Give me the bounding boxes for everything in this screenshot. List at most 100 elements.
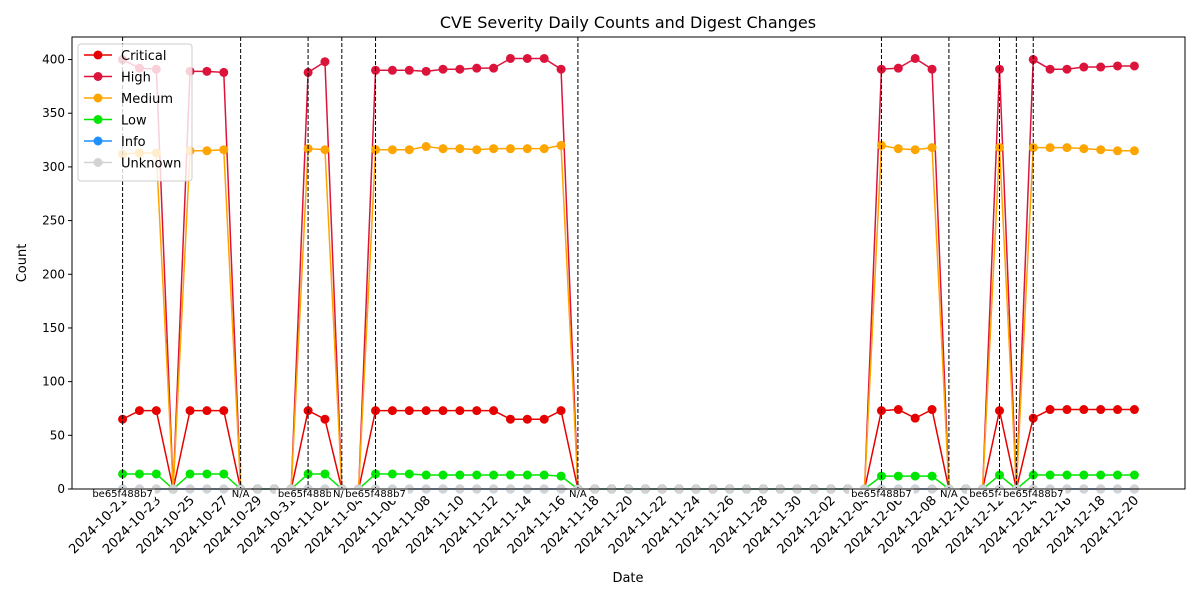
point	[438, 144, 448, 154]
point	[472, 145, 482, 155]
y-tick-label: 0	[57, 482, 65, 496]
legend-marker	[93, 158, 103, 167]
point	[539, 414, 549, 424]
digest-label-text: be65f488b7	[278, 489, 339, 500]
digest-label-text: N/A	[940, 489, 958, 500]
point	[219, 469, 229, 479]
digest-label-text: N/A	[232, 489, 250, 500]
point	[404, 406, 414, 416]
legend-label: Info	[121, 135, 146, 150]
plot-frame	[71, 36, 1186, 490]
point	[320, 145, 330, 155]
digest-label: be65f488b7	[1000, 488, 1066, 501]
point	[118, 414, 128, 424]
digest-label-bg	[275, 488, 341, 501]
point	[1079, 62, 1089, 72]
point	[505, 53, 515, 63]
point	[421, 142, 431, 152]
point	[522, 53, 532, 63]
point	[910, 53, 920, 63]
digest-label: be65f488b7	[275, 488, 341, 501]
point	[505, 414, 515, 424]
point	[404, 469, 414, 479]
point	[539, 144, 549, 154]
point	[539, 470, 549, 480]
x-axis-label: Date	[612, 571, 643, 586]
digest-label-text: N/A	[333, 489, 351, 500]
point	[421, 66, 431, 76]
point	[1079, 470, 1089, 480]
digest-label: N/A	[567, 488, 589, 501]
point	[893, 144, 903, 154]
point	[303, 67, 313, 77]
point	[1129, 470, 1139, 480]
point	[1096, 470, 1106, 480]
point	[387, 145, 397, 155]
point	[489, 470, 499, 480]
point	[371, 145, 381, 155]
point	[1079, 405, 1089, 415]
point	[404, 65, 414, 75]
point	[185, 469, 195, 479]
point	[1113, 470, 1123, 480]
point	[1096, 145, 1106, 155]
digest-label: be65f488b7	[343, 488, 408, 501]
point	[556, 471, 566, 481]
point	[1045, 470, 1055, 480]
point	[893, 471, 903, 481]
legend-label: Unknown	[121, 157, 181, 172]
point	[910, 145, 920, 155]
point	[910, 413, 920, 423]
digest-label-bg	[90, 488, 155, 501]
point	[489, 63, 499, 73]
point	[202, 406, 212, 416]
point	[151, 406, 161, 416]
legend-label: Low	[121, 114, 147, 129]
point	[320, 469, 330, 479]
y-tick-label: 100	[42, 375, 65, 389]
point	[927, 471, 937, 481]
point	[472, 470, 482, 480]
point	[1079, 144, 1089, 154]
legend-marker	[93, 50, 103, 60]
legend-label: Medium	[121, 92, 173, 107]
point	[927, 143, 937, 153]
point	[927, 405, 937, 415]
chart-title: CVE Severity Daily Counts and Digest Cha…	[440, 13, 816, 32]
digest-label-text: be65f488b7	[1003, 489, 1064, 500]
point	[1062, 143, 1072, 153]
point	[202, 469, 212, 479]
point	[421, 470, 431, 480]
point	[1045, 143, 1055, 153]
legend-marker	[93, 136, 103, 146]
point	[151, 469, 161, 479]
point	[927, 64, 937, 74]
point	[320, 57, 330, 67]
point	[202, 66, 212, 76]
point	[1045, 64, 1055, 74]
digest-label-text: be65f488b7	[345, 489, 406, 500]
point	[505, 144, 515, 154]
point	[1129, 61, 1139, 71]
point	[1062, 405, 1072, 415]
point	[893, 63, 903, 73]
legend-marker	[93, 72, 103, 81]
point	[219, 406, 229, 416]
point	[1113, 405, 1123, 415]
point	[472, 63, 482, 73]
point	[219, 67, 229, 77]
digest-label-text: N/A	[569, 489, 587, 500]
digest-label: N/A	[229, 488, 252, 501]
point	[522, 144, 532, 154]
point	[438, 470, 448, 480]
point	[1028, 55, 1038, 65]
point	[522, 470, 532, 480]
y-tick-label: 150	[42, 321, 65, 335]
point	[1062, 64, 1072, 74]
point	[455, 406, 465, 416]
point	[1062, 470, 1072, 480]
point	[556, 140, 566, 150]
digest-label-text: be65f488b7	[92, 489, 153, 500]
point	[404, 145, 414, 155]
